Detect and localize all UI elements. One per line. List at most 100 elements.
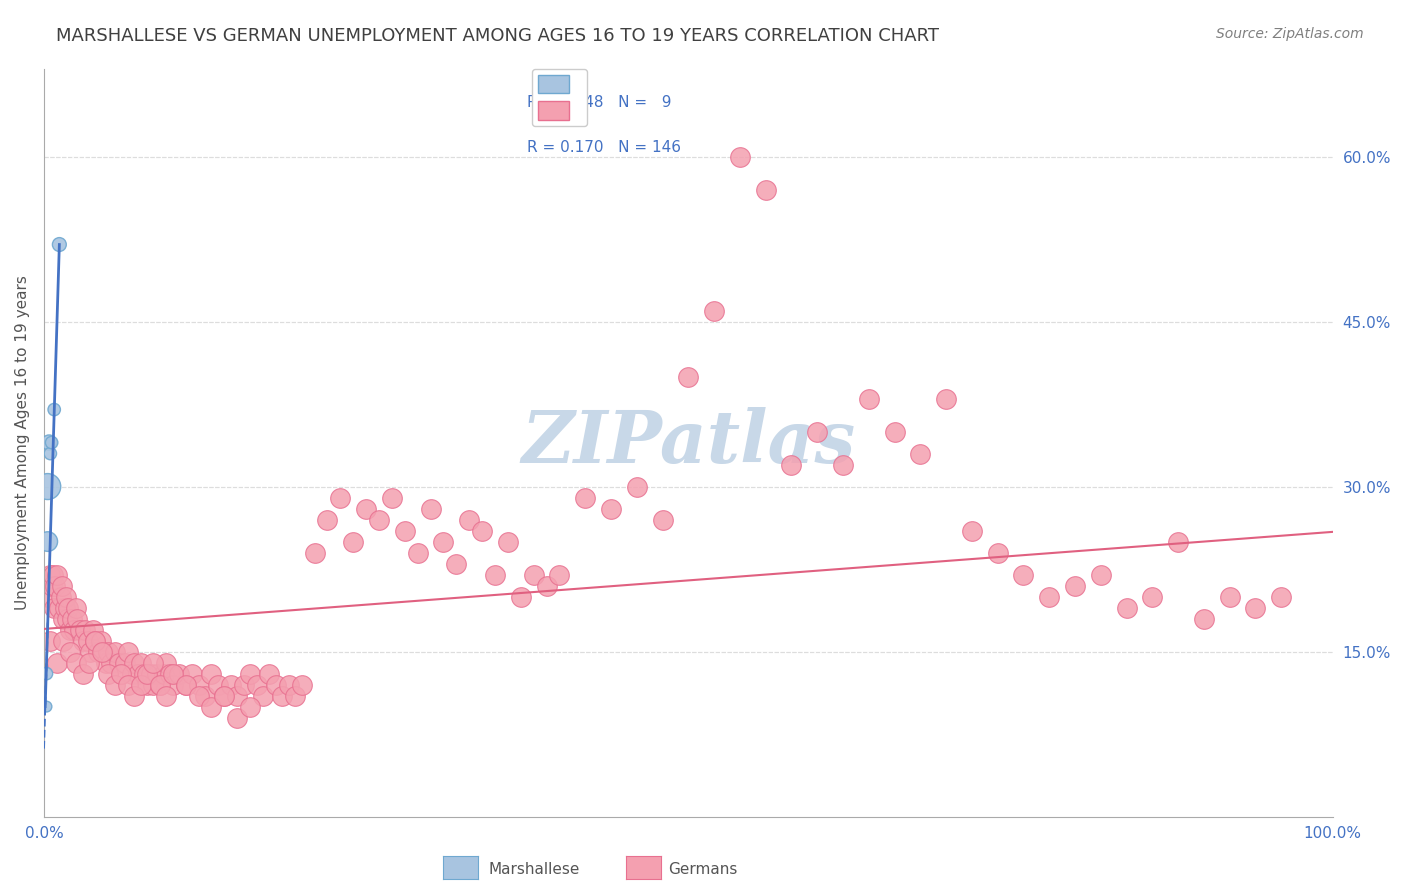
Point	[239, 699, 262, 714]
Point	[117, 644, 139, 658]
Point	[174, 677, 197, 691]
Point	[381, 491, 404, 505]
Point	[284, 689, 307, 703]
Point	[277, 677, 299, 691]
Point	[910, 446, 932, 460]
Point	[94, 656, 117, 670]
Point	[214, 689, 236, 703]
Point	[121, 666, 143, 681]
Point	[142, 656, 165, 670]
Point	[678, 369, 700, 384]
Point	[155, 689, 177, 703]
Point	[136, 677, 159, 691]
Point	[200, 699, 222, 714]
Point	[316, 512, 339, 526]
Point	[536, 578, 558, 592]
Point	[304, 545, 326, 559]
Point	[832, 458, 855, 472]
Text: Germans: Germans	[668, 863, 738, 877]
Point	[651, 512, 673, 526]
Point	[52, 611, 75, 625]
Point	[72, 633, 94, 648]
Point	[66, 611, 89, 625]
Point	[149, 677, 172, 691]
Point	[1192, 611, 1215, 625]
Point	[259, 666, 281, 681]
Point	[509, 590, 531, 604]
Point	[107, 656, 129, 670]
Point	[39, 633, 62, 648]
Point	[35, 666, 58, 681]
Point	[37, 534, 59, 549]
Point	[574, 491, 596, 505]
Point	[342, 534, 364, 549]
Point	[142, 677, 165, 691]
Point	[56, 611, 79, 625]
Point	[496, 534, 519, 549]
Point	[214, 689, 236, 703]
Point	[41, 435, 63, 450]
Point	[122, 656, 145, 670]
Point	[703, 303, 725, 318]
Point	[100, 656, 122, 670]
Point	[1142, 590, 1164, 604]
Point	[104, 677, 127, 691]
Point	[755, 182, 778, 196]
Point	[960, 524, 983, 538]
Point	[600, 501, 623, 516]
Point	[232, 677, 254, 691]
Point	[194, 689, 217, 703]
Point	[77, 656, 100, 670]
Point	[458, 512, 481, 526]
Point	[226, 710, 249, 724]
Point	[59, 644, 82, 658]
Point	[1219, 590, 1241, 604]
Point	[1064, 578, 1087, 592]
Point	[368, 512, 391, 526]
Point	[139, 666, 162, 681]
Point	[45, 656, 67, 670]
Point	[75, 623, 97, 637]
Point	[114, 656, 136, 670]
Point	[65, 656, 87, 670]
Text: ZIPatlas: ZIPatlas	[522, 407, 855, 478]
Legend: , : ,	[531, 69, 586, 126]
Point	[471, 524, 494, 538]
Point	[79, 644, 101, 658]
Point	[59, 623, 82, 637]
Point	[354, 501, 377, 516]
Point	[39, 567, 62, 582]
Point	[129, 656, 152, 670]
Point	[1012, 567, 1035, 582]
Point	[65, 600, 87, 615]
Point	[97, 666, 120, 681]
Point	[858, 392, 880, 406]
Text: R = 0.848   N =   9: R = 0.848 N = 9	[527, 95, 672, 110]
Point	[264, 677, 287, 691]
Point	[155, 656, 177, 670]
Point	[104, 644, 127, 658]
Point	[446, 557, 468, 571]
Point	[72, 666, 94, 681]
Point	[167, 666, 190, 681]
Point	[35, 699, 58, 714]
Point	[48, 237, 70, 252]
Point	[226, 689, 249, 703]
Point	[1038, 590, 1060, 604]
Text: Source: ZipAtlas.com: Source: ZipAtlas.com	[1216, 27, 1364, 41]
Point	[45, 567, 67, 582]
Point	[37, 479, 59, 493]
Point	[38, 435, 60, 450]
Point	[44, 600, 66, 615]
Point	[55, 590, 77, 604]
Point	[252, 689, 274, 703]
Point	[394, 524, 416, 538]
Point	[58, 600, 80, 615]
Point	[1090, 567, 1112, 582]
Point	[117, 677, 139, 691]
Point	[152, 666, 174, 681]
Point	[127, 666, 149, 681]
Point	[91, 644, 114, 658]
Point	[41, 578, 63, 592]
Point	[432, 534, 454, 549]
